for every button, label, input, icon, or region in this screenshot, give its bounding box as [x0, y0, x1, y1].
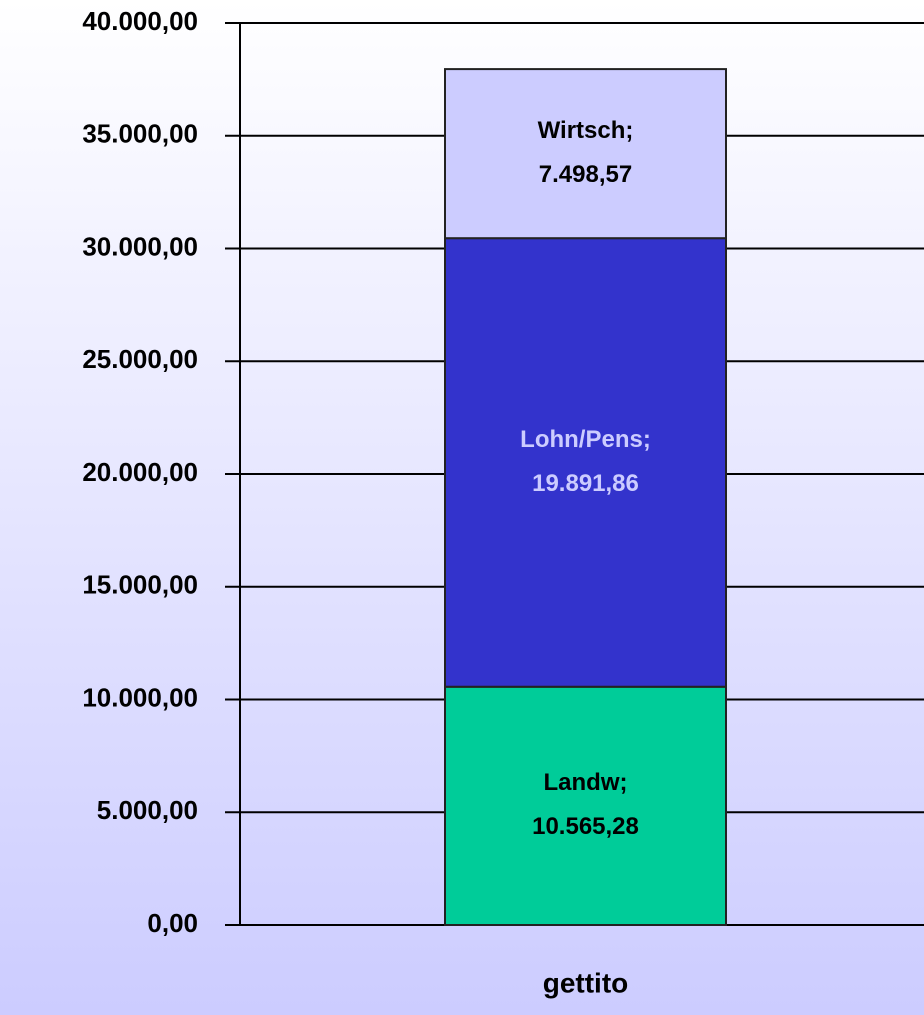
bar-segment [444, 685, 727, 926]
y-tick-label: 10.000,00 [82, 682, 198, 712]
y-tick-label: 0,00 [147, 908, 198, 938]
data-label-value: 10.565,28 [532, 813, 639, 840]
data-label-name: Wirtsch; [538, 117, 634, 144]
y-tick-label: 25.000,00 [82, 344, 198, 374]
y-tick-label: 20.000,00 [82, 457, 198, 487]
data-label-value: 19.891,86 [532, 470, 639, 497]
y-tick-label: 30.000,00 [82, 231, 198, 261]
data-label-value: 7.498,57 [539, 161, 632, 188]
y-tick-label: 35.000,00 [82, 119, 198, 149]
y-tick-label: 5.000,00 [97, 795, 198, 825]
bar-segment [444, 237, 727, 688]
x-tick-label: gettito [543, 967, 629, 998]
bar-segment [444, 68, 727, 240]
y-tick-label: 40.000,00 [82, 6, 198, 36]
y-tick-label: 15.000,00 [82, 570, 198, 600]
data-label-name: Lohn/Pens; [520, 426, 651, 453]
data-label-name: Landw; [544, 769, 628, 796]
